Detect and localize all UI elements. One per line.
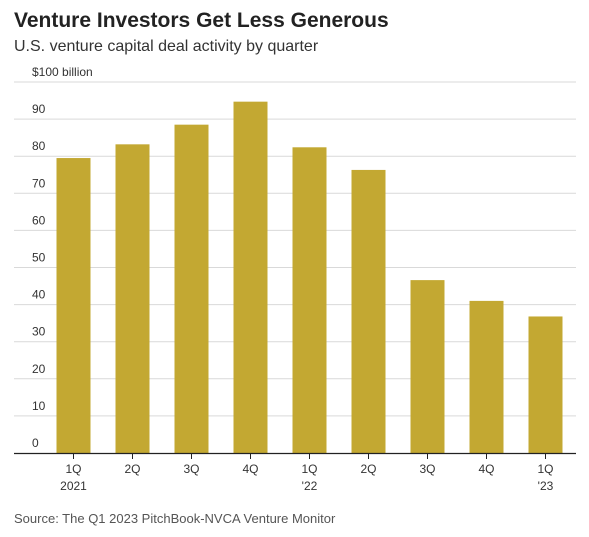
- y-tick-label: 10: [32, 399, 46, 413]
- y-tick-label: 50: [32, 251, 46, 265]
- y-tick-label: 40: [32, 288, 46, 302]
- y-tick-label: 30: [32, 325, 46, 339]
- x-tick-label: 4Q: [478, 462, 494, 476]
- bar: [410, 280, 445, 453]
- chart-subtitle: U.S. venture capital deal activity by qu…: [14, 38, 319, 55]
- x-tick-sublabel: '22: [302, 479, 318, 493]
- bar: [56, 158, 91, 453]
- x-tick-label: 2Q: [360, 462, 376, 476]
- x-tick-label: 1Q: [65, 462, 81, 476]
- bar: [174, 124, 209, 453]
- bars: [56, 101, 563, 454]
- bar: [351, 169, 386, 453]
- x-tick-label: 1Q: [537, 462, 553, 476]
- y-tick-label: $100 billion: [32, 65, 93, 79]
- y-tick-label: 90: [32, 102, 46, 116]
- source-note: Source: The Q1 2023 PitchBook-NVCA Ventu…: [14, 511, 336, 526]
- x-tick-label: 4Q: [242, 462, 258, 476]
- x-tick-sublabel: 2021: [60, 479, 87, 493]
- y-tick-label: 0: [32, 436, 39, 450]
- bar: [115, 144, 150, 453]
- x-axis: 1Q 2021 2Q 3Q 4Q 1Q '22 2Q 3Q 4Q 1Q '23: [60, 453, 554, 493]
- bar: [292, 147, 327, 453]
- y-tick-label: 20: [32, 362, 46, 376]
- x-tick-label: 3Q: [419, 462, 435, 476]
- bar: [528, 316, 563, 453]
- x-tick-label: 2Q: [124, 462, 140, 476]
- y-axis: $100 billion 90 80 70 60 50 40 30 20 10 0: [32, 65, 93, 450]
- chart-title: Venture Investors Get Less Generous: [14, 9, 389, 32]
- bar: [233, 101, 268, 454]
- bar: [469, 300, 504, 453]
- y-tick-label: 70: [32, 176, 46, 190]
- y-tick-label: 60: [32, 213, 46, 227]
- y-tick-label: 80: [32, 139, 46, 153]
- x-tick-label: 3Q: [183, 462, 199, 476]
- x-tick-label: 1Q: [301, 462, 317, 476]
- x-tick-sublabel: '23: [538, 479, 554, 493]
